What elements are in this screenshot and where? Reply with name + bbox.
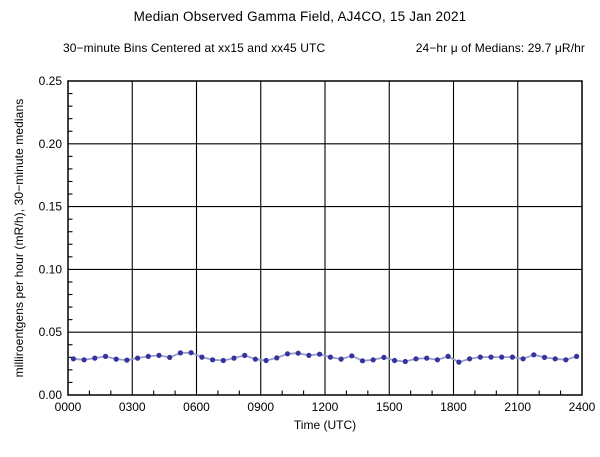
data-point — [531, 352, 537, 358]
data-point — [541, 354, 548, 360]
data-point — [563, 357, 569, 363]
chart-title: Median Observed Gamma Field, AJ4CO, 15 J… — [133, 9, 467, 24]
x-tick-label: 0600 — [183, 400, 210, 414]
data-point — [381, 354, 387, 360]
x-tick-label: 2400 — [569, 400, 596, 414]
subtitle-mean-of-medians: 24−hr μ of Medians: 29.7 μR/hr — [415, 41, 585, 55]
data-point — [552, 356, 558, 362]
subtitle-bins: 30−minute Bins Centered at xx15 and xx45… — [63, 41, 326, 55]
data-point — [167, 354, 173, 360]
data-point — [424, 355, 430, 361]
data-point — [306, 352, 312, 358]
data-point — [574, 353, 580, 359]
data-point — [242, 352, 248, 358]
data-point — [499, 354, 505, 360]
data-point — [359, 358, 366, 364]
data-point — [370, 357, 376, 363]
x-tick-label: 0900 — [247, 400, 274, 414]
data-point — [199, 354, 205, 360]
data-point — [338, 356, 344, 362]
data-point — [81, 357, 87, 363]
data-point — [456, 359, 462, 365]
data-point — [509, 354, 515, 360]
data-point — [220, 357, 226, 364]
data-point — [477, 354, 483, 360]
data-point — [274, 355, 280, 361]
data-point — [231, 355, 237, 361]
data-point — [252, 356, 258, 362]
data-point — [188, 350, 194, 356]
plot-border — [67, 80, 583, 396]
data-point — [392, 357, 398, 364]
y-tick-label: 0.00 — [39, 388, 63, 402]
data-point — [317, 351, 323, 357]
data-point — [177, 350, 183, 356]
x-tick-label: 2100 — [504, 400, 531, 414]
y-tick-label: 0.20 — [39, 137, 63, 151]
data-point — [156, 352, 162, 358]
data-point — [102, 353, 109, 359]
data-point — [92, 355, 98, 361]
data-point — [434, 357, 440, 363]
x-tick-label: 1500 — [376, 400, 403, 414]
x-tick-label: 1200 — [312, 400, 339, 414]
data-point — [295, 350, 301, 356]
data-point — [113, 356, 119, 362]
data-point — [135, 355, 141, 361]
y-tick-label: 0.15 — [39, 200, 63, 214]
data-point — [445, 353, 451, 359]
x-tick-label: 0000 — [55, 400, 82, 414]
data-point — [327, 354, 333, 360]
subtitle-row: 30−minute Bins Centered at xx15 and xx45… — [63, 41, 585, 55]
x-tick-label: 1800 — [440, 400, 467, 414]
data-point — [124, 357, 130, 363]
data-point — [210, 357, 216, 363]
data-point — [488, 354, 494, 360]
data-point — [349, 353, 355, 359]
data-point — [467, 356, 473, 362]
data-point — [70, 356, 76, 362]
y-tick-label: 0.25 — [39, 74, 63, 88]
data-point — [284, 351, 291, 357]
x-axis-label: Time (UTC) — [293, 418, 357, 432]
data-point — [402, 358, 408, 365]
data-point — [263, 357, 269, 364]
data-point — [520, 356, 526, 362]
data-point — [145, 353, 151, 359]
data-point — [413, 356, 419, 362]
x-tick-label: 0300 — [119, 400, 146, 414]
y-tick-label: 0.05 — [39, 325, 63, 339]
y-tick-label: 0.10 — [39, 262, 63, 276]
